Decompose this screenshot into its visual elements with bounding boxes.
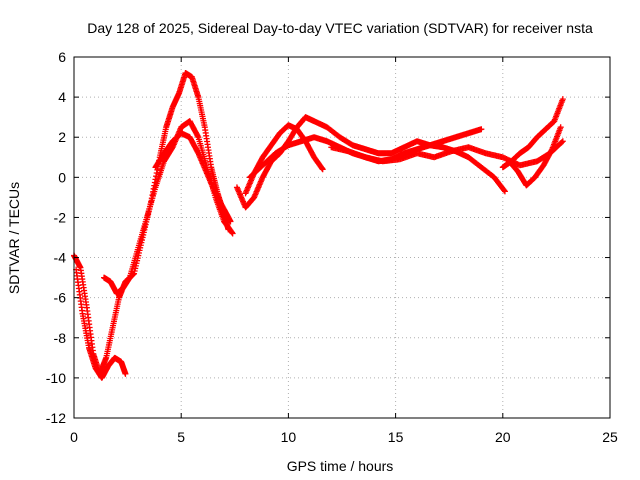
data-point (557, 124, 564, 131)
data-point (558, 139, 565, 146)
grid-lines (74, 57, 610, 418)
data-point (501, 188, 508, 195)
data-point (319, 166, 326, 173)
series-track-6 (233, 114, 508, 211)
data-point (559, 138, 566, 145)
series-track-1 (71, 70, 232, 377)
series-track-5 (242, 122, 326, 197)
y-tick-label: -6 (54, 290, 67, 306)
y-axis-label: SDTVAR / TECUs (6, 182, 22, 294)
series-track-4 (152, 130, 234, 225)
axis-ticks: 0 5 10 15 20 25 -12 -10 -8 -6 -4 -2 0 2 4 6 (46, 49, 618, 445)
plot-frame (73, 56, 611, 419)
y-tick-label: -8 (54, 330, 67, 346)
x-axis-label: GPS time / hours (287, 458, 394, 474)
data-point (227, 218, 234, 225)
data-point (501, 187, 508, 194)
x-tick-label: 10 (281, 429, 297, 445)
y-tick-label: 4 (58, 89, 66, 105)
y-tick-label: 2 (58, 129, 66, 145)
y-tick-label: 0 (58, 169, 66, 185)
data-point (478, 126, 485, 133)
data-points (71, 70, 566, 381)
series-track-2 (73, 266, 129, 381)
y-tick-label: -4 (54, 250, 67, 266)
data-point (122, 370, 129, 377)
chart-title: Day 128 of 2025, Sidereal Day-to-day VTE… (87, 20, 593, 36)
data-point (559, 96, 566, 103)
data-point (229, 230, 236, 237)
y-tick-label: 6 (58, 49, 66, 65)
x-tick-label: 5 (177, 429, 185, 445)
y-tick-label: -2 (54, 209, 67, 225)
x-tick-label: 20 (495, 429, 511, 445)
x-tick-label: 15 (388, 429, 404, 445)
y-tick-label: -10 (46, 370, 66, 386)
series-track-10 (506, 124, 564, 189)
x-tick-label: 0 (70, 429, 78, 445)
y-tick-label: -12 (46, 410, 66, 426)
x-tick-label: 25 (602, 429, 618, 445)
